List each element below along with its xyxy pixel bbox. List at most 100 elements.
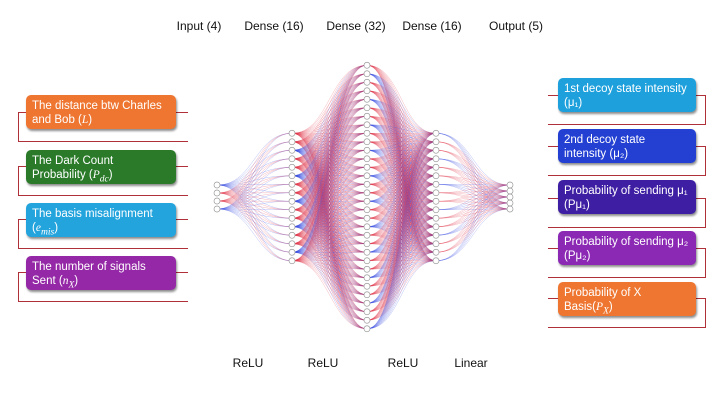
edge	[291, 99, 368, 134]
neuron-node	[363, 112, 371, 120]
edge	[291, 73, 368, 219]
edge	[366, 141, 437, 176]
input-var: L	[81, 114, 89, 126]
edge	[291, 175, 368, 185]
edge	[366, 209, 437, 227]
edge	[435, 184, 511, 192]
edge	[291, 218, 368, 227]
edge	[435, 196, 511, 227]
edge	[366, 218, 437, 227]
edge	[291, 90, 368, 261]
edge	[291, 184, 368, 236]
edge	[435, 196, 511, 210]
edge	[291, 175, 368, 321]
edge	[366, 175, 437, 210]
edge	[435, 184, 511, 193]
edge	[366, 175, 437, 185]
edge	[366, 192, 437, 321]
edge	[291, 133, 368, 176]
edge	[366, 124, 437, 253]
edge	[291, 252, 368, 261]
edge	[291, 260, 368, 312]
edge	[366, 73, 437, 261]
edge	[291, 90, 368, 134]
edge	[291, 124, 368, 151]
edge	[366, 192, 437, 236]
edge	[291, 201, 368, 236]
neuron-node	[288, 206, 296, 214]
edge	[291, 150, 368, 185]
layer-title-output: Output (5)	[488, 19, 544, 33]
neuron-node	[432, 138, 440, 146]
edge	[291, 235, 368, 261]
edge	[291, 167, 368, 185]
edge	[291, 218, 368, 253]
neuron-node	[363, 248, 371, 256]
neuron-node	[363, 316, 371, 324]
edge	[366, 167, 437, 185]
edge	[366, 65, 437, 236]
edge	[291, 235, 368, 253]
neuron-node	[506, 193, 514, 201]
edge	[216, 201, 293, 210]
edge	[291, 167, 368, 210]
edge	[291, 218, 368, 236]
edge	[216, 208, 293, 219]
neuron-node	[363, 129, 371, 137]
edge	[366, 209, 437, 244]
edge	[435, 196, 511, 219]
edge	[366, 201, 437, 244]
edge	[366, 167, 437, 185]
edge	[366, 133, 437, 176]
edge	[291, 218, 368, 261]
edge	[216, 184, 293, 194]
edge	[366, 192, 437, 227]
edge	[291, 201, 368, 227]
edge	[435, 196, 511, 244]
edge	[291, 73, 368, 236]
edge	[366, 192, 437, 227]
edge	[291, 192, 368, 202]
neuron-node	[432, 206, 440, 214]
edge	[366, 158, 437, 287]
edge	[291, 184, 368, 193]
neuron-node	[288, 129, 296, 137]
edge	[366, 158, 437, 193]
neuron-node	[432, 197, 440, 205]
edge	[291, 158, 368, 321]
neuron-node	[363, 87, 371, 95]
edge	[216, 175, 293, 186]
edge	[291, 150, 368, 202]
edge	[366, 82, 437, 227]
edge	[291, 209, 368, 219]
edge	[291, 201, 368, 244]
edge	[291, 141, 368, 185]
edge	[435, 184, 511, 198]
edge	[435, 158, 511, 198]
edge	[291, 175, 368, 202]
edge	[291, 150, 368, 168]
edge	[366, 184, 437, 202]
activation-label-2: ReLU	[307, 356, 339, 370]
neuron-node	[363, 308, 371, 316]
edge	[291, 133, 368, 287]
edge	[435, 208, 511, 261]
edge	[291, 158, 368, 185]
edge	[291, 192, 368, 210]
edge	[291, 243, 368, 278]
edge	[291, 175, 368, 193]
edge	[366, 235, 437, 270]
neuron-node	[288, 155, 296, 163]
edge	[291, 192, 368, 244]
edge	[366, 73, 437, 202]
edge	[366, 133, 437, 312]
edge	[366, 209, 437, 236]
edge	[216, 208, 293, 236]
edge	[291, 107, 368, 236]
edge	[366, 252, 437, 261]
edge	[366, 235, 437, 261]
edge	[366, 158, 437, 304]
edge	[366, 133, 437, 287]
neuron-node	[363, 325, 371, 333]
